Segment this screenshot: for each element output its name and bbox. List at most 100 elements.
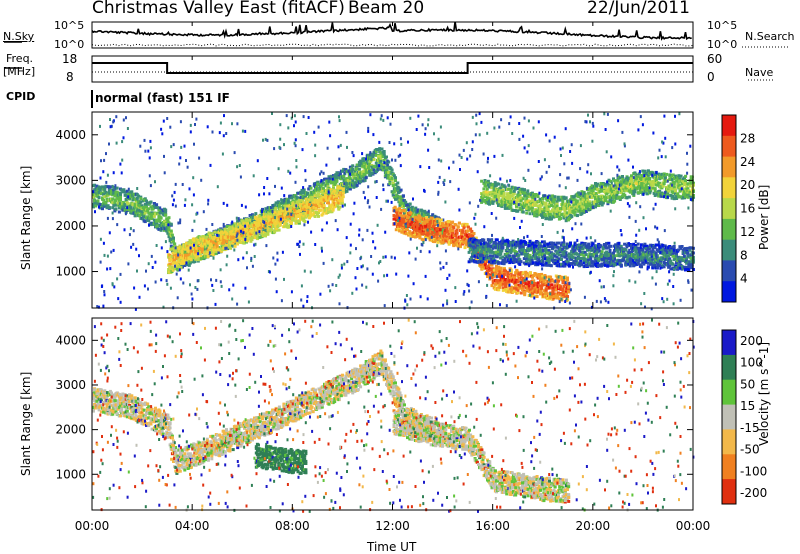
data-cell [374, 161, 378, 165]
data-cell [564, 196, 568, 200]
data-cell [504, 206, 508, 210]
data-cell [368, 162, 372, 166]
data-cell [207, 237, 211, 241]
data-cell [193, 260, 197, 263]
data-cell [556, 207, 560, 211]
data-cell [517, 191, 521, 195]
data-cell [217, 241, 221, 245]
data-cell [374, 150, 378, 154]
data-cell [391, 181, 395, 185]
data-cell [114, 199, 118, 203]
data-cell [475, 257, 479, 261]
data-cell [97, 196, 101, 200]
data-cell [538, 206, 542, 210]
data-cell [314, 206, 318, 210]
data-cell [522, 284, 526, 288]
data-cell [463, 246, 467, 250]
data-cell [376, 164, 379, 168]
data-cell [523, 188, 526, 192]
data-cell [556, 195, 560, 199]
data-cell [139, 197, 143, 201]
data-cell [273, 203, 277, 207]
data-cell [102, 198, 106, 202]
data-cell [503, 185, 507, 189]
data-cell [221, 231, 225, 235]
data-cell [534, 203, 538, 207]
data-cell [304, 205, 308, 209]
data-cell [372, 168, 376, 172]
data-cell [470, 230, 474, 233]
data-cell [498, 285, 502, 289]
data-cell [328, 176, 332, 180]
data-cell [274, 211, 278, 215]
data-cell [157, 227, 161, 231]
data-cell [268, 219, 272, 223]
data-cell [168, 253, 172, 257]
data-cell [242, 241, 246, 245]
data-cell [379, 156, 383, 160]
data-cell [493, 181, 497, 185]
data-cell [528, 195, 532, 199]
data-cell [563, 283, 567, 286]
data-cell [532, 294, 536, 298]
data-cell [271, 214, 275, 218]
data-cell [414, 213, 418, 217]
data-cell [533, 290, 537, 294]
nsky-trace [91, 21, 692, 41]
data-cell [203, 242, 207, 246]
data-cell [301, 199, 305, 203]
data-cell [395, 214, 399, 218]
data-cell [216, 238, 220, 242]
data-cell [483, 263, 487, 267]
data-cell [500, 183, 504, 187]
freq-trace [92, 62, 693, 74]
data-cell [426, 230, 430, 234]
data-cell [284, 204, 288, 208]
data-cell [139, 200, 143, 204]
data-cell [235, 228, 239, 232]
data-cell [189, 254, 193, 258]
data-cell [299, 191, 303, 195]
data-cell [492, 268, 496, 272]
data-cell [564, 292, 568, 296]
data-cell [482, 187, 486, 191]
data-cell [539, 213, 543, 217]
data-cell [274, 201, 278, 205]
data-cell [531, 291, 535, 295]
data-cell [545, 292, 549, 296]
data-cell [515, 269, 519, 273]
data-cell [534, 193, 538, 196]
data-cell [403, 204, 406, 207]
data-cell [391, 184, 395, 188]
data-cell [175, 261, 178, 265]
data-cell [327, 186, 331, 190]
data-cell [246, 228, 249, 232]
data-cell [553, 195, 557, 199]
data-cell [364, 176, 368, 180]
data-cell [381, 168, 385, 172]
data-cell [328, 197, 332, 201]
data-cell [555, 202, 559, 206]
data-cell [447, 242, 451, 246]
data-cell [485, 187, 489, 191]
data-cell [286, 209, 290, 213]
data-cell [189, 248, 193, 252]
data-cell [482, 190, 486, 194]
data-cell [551, 194, 555, 198]
data-cell [394, 176, 397, 180]
data-cell [399, 211, 403, 215]
data-cell [297, 221, 301, 225]
data-cell [521, 210, 525, 214]
data-cell [168, 236, 172, 240]
data-cell [528, 271, 532, 275]
data-cell [315, 198, 319, 202]
data-cell [119, 195, 122, 199]
data-cell [142, 215, 146, 219]
data-cell [407, 233, 411, 237]
data-cell [415, 234, 418, 238]
data-cell [545, 216, 549, 220]
data-cell [521, 190, 525, 194]
data-cell [508, 275, 512, 279]
data-cell [351, 164, 355, 168]
data-cell [246, 219, 249, 223]
